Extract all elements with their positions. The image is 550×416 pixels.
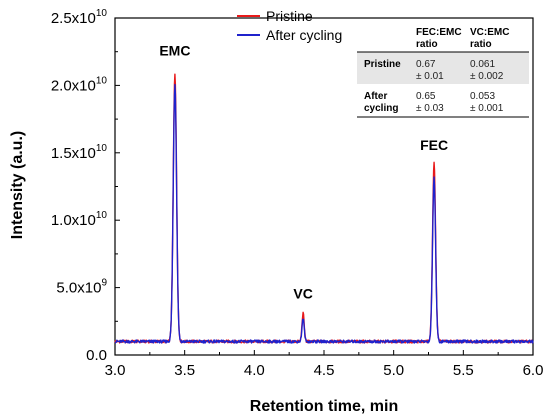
ratio-table: FEC:EMC ratio VC:EMC ratio Pristine 0.67… — [357, 27, 529, 118]
table-row-highlight — [357, 52, 529, 84]
peak-label-fec: FEC — [420, 137, 448, 153]
y-tick-label: 0.0 — [86, 347, 107, 364]
table-header-vc-emc-line1: VC:EMC — [470, 27, 509, 38]
table-cell-pristine-vc-value: 0.061 — [470, 59, 495, 70]
y-tick-exponent: 9 — [101, 278, 107, 289]
y-tick-exponent: 10 — [96, 210, 108, 221]
x-tick-label: 4.0 — [244, 362, 265, 379]
x-tick-label: 4.5 — [314, 362, 335, 379]
peak-label-emc: EMC — [159, 43, 190, 59]
peak-label-vc: VC — [293, 285, 312, 301]
table-header-fec-emc-line1: FEC:EMC — [416, 27, 462, 38]
y-tick-exponent: 10 — [96, 143, 108, 154]
table-cell-pristine-fec-err: ± 0.01 — [416, 71, 444, 82]
y-tick-exponent: 10 — [96, 75, 108, 86]
y-tick-label: 5.0x109 — [56, 278, 107, 297]
legend-label-pristine: Pristine — [266, 8, 313, 24]
y-tick-label: 2.0x1010 — [51, 75, 108, 94]
y-tick-mantissa: 1.0x10 — [51, 212, 96, 229]
table-cell-after-vc-err: ± 0.001 — [470, 103, 504, 114]
table-cell-pristine-fec-value: 0.67 — [416, 59, 436, 70]
x-axis-title: Retention time, min — [250, 398, 398, 415]
y-tick-mantissa: 2.0x10 — [51, 77, 96, 94]
table-header-vc-emc-line2: ratio — [470, 39, 492, 50]
table-cell-after-fec-value: 0.65 — [416, 91, 436, 102]
table-header-fec-emc-line2: ratio — [416, 39, 438, 50]
y-tick-mantissa: 0.0 — [86, 347, 107, 364]
x-tick-label: 5.0 — [383, 362, 404, 379]
table-cell-pristine-vc-err: ± 0.002 — [470, 71, 504, 82]
y-tick-label: 1.5x1010 — [51, 143, 108, 162]
peak-annotations: EMC VC FEC — [159, 43, 448, 302]
y-tick-label: 1.0x1010 — [51, 210, 108, 229]
x-tick-label: 3.5 — [174, 362, 195, 379]
y-tick-mantissa: 1.5x10 — [51, 145, 96, 162]
series-line-after-cycling — [114, 83, 534, 344]
y-axis-title: Intensity (a.u.) — [9, 131, 26, 239]
legend-label-after-cycling: After cycling — [266, 27, 342, 43]
table-row-label-after-line2: cycling — [364, 103, 398, 114]
table-row-label-pristine: Pristine — [364, 59, 401, 70]
table-cell-after-vc-value: 0.053 — [470, 91, 495, 102]
x-tick-label: 6.0 — [523, 362, 544, 379]
x-tick-label: 5.5 — [453, 362, 474, 379]
y-tick-exponent: 10 — [96, 8, 108, 19]
table-row-label-after-line1: After — [364, 91, 387, 102]
x-tick-label: 3.0 — [105, 362, 126, 379]
axes: 3.0 3.5 4.0 4.5 5.0 5.5 6.00.05.0x1091.0x10101… — [51, 8, 544, 379]
y-tick-label: 2.5x1010 — [51, 8, 108, 27]
table-cell-after-fec-err: ± 0.03 — [416, 103, 444, 114]
y-tick-mantissa: 2.5x10 — [51, 10, 96, 27]
y-tick-mantissa: 5.0x10 — [56, 280, 101, 297]
legend: Pristine After cycling — [237, 8, 342, 43]
series-lines — [114, 73, 534, 344]
